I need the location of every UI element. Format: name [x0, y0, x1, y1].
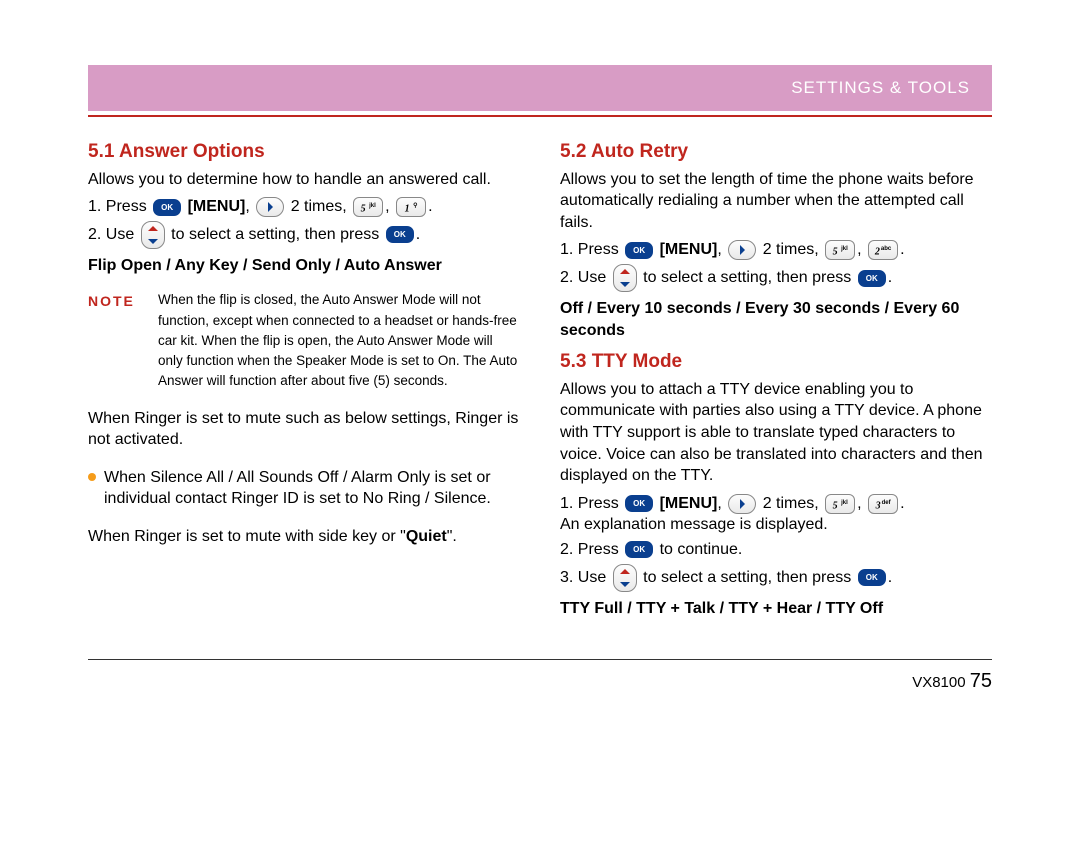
- right-arrow-key-icon: [728, 494, 756, 514]
- left-column: 5.1 Answer Options Allows you to determi…: [88, 131, 520, 625]
- key-3-icon: 3def: [868, 494, 898, 514]
- note-label: NOTE: [88, 290, 158, 311]
- note-text: When the flip is closed, the Auto Answer…: [158, 290, 520, 391]
- ok-key-icon: OK: [625, 541, 653, 558]
- menu-label: [MENU]: [188, 198, 246, 215]
- options-5-1: Flip Open / Any Key / Send Only / Auto A…: [88, 255, 520, 277]
- step-5-1-1: 1. Press OK [MENU], 2 times, 5 jkl, 1 ⚲.: [88, 196, 520, 218]
- ringer-para-1: When Ringer is set to mute such as below…: [88, 408, 520, 451]
- step-5-3-3: 3. Use to select a setting, then press O…: [560, 564, 992, 592]
- menu-label: [MENU]: [660, 241, 718, 258]
- ok-key-icon: OK: [625, 242, 653, 259]
- page-number: 75: [970, 670, 992, 692]
- key-2-icon: 2abc: [868, 240, 898, 260]
- step-5-1-2: 2. Use to select a setting, then press O…: [88, 221, 520, 249]
- updown-key-icon: [141, 221, 165, 249]
- key-1-icon: 1 ⚲: [396, 197, 426, 217]
- heading-5-1: 5.1 Answer Options: [88, 139, 520, 165]
- step-5-3-2: 2. Press OK to continue.: [560, 539, 992, 561]
- ok-key-icon: OK: [153, 199, 181, 216]
- step-5-2-1: 1. Press OK [MENU], 2 times, 5 jkl, 2abc…: [560, 239, 992, 261]
- step-5-2-2: 2. Use to select a setting, then press O…: [560, 264, 992, 292]
- desc-5-3: Allows you to attach a TTY device enabli…: [560, 379, 992, 487]
- bullet-1: When Silence All / All Sounds Off / Alar…: [88, 467, 520, 510]
- desc-5-1: Allows you to determine how to handle an…: [88, 169, 520, 191]
- key-5-icon: 5 jkl: [353, 197, 383, 217]
- bullet-icon: [88, 473, 96, 481]
- right-arrow-key-icon: [256, 197, 284, 217]
- right-column: 5.2 Auto Retry Allows you to set the len…: [560, 131, 992, 625]
- page-footer: VX8100 75: [88, 660, 992, 693]
- key-5-icon: 5 jkl: [825, 494, 855, 514]
- menu-label: [MENU]: [660, 495, 718, 512]
- ok-key-icon: OK: [858, 569, 886, 586]
- header-title: SETTINGS & TOOLS: [791, 78, 970, 97]
- model-number: VX8100: [912, 674, 965, 691]
- heading-5-3: 5.3 TTY Mode: [560, 349, 992, 375]
- rule: [88, 115, 992, 117]
- step-5-3-1: 1. Press OK [MENU], 2 times, 5 jkl, 3def…: [560, 493, 992, 536]
- updown-key-icon: [613, 264, 637, 292]
- key-5-icon: 5 jkl: [825, 240, 855, 260]
- ok-key-icon: OK: [858, 270, 886, 287]
- manual-page: SETTINGS & TOOLS 5.1 Answer Options Allo…: [0, 0, 1080, 723]
- updown-key-icon: [613, 564, 637, 592]
- options-5-2: Off / Every 10 seconds / Every 30 second…: [560, 298, 992, 341]
- heading-5-2: 5.2 Auto Retry: [560, 139, 992, 165]
- ringer-para-2: When Ringer is set to mute with side key…: [88, 526, 520, 548]
- section-header: SETTINGS & TOOLS: [88, 65, 992, 111]
- content-columns: 5.1 Answer Options Allows you to determi…: [88, 131, 992, 625]
- desc-5-2: Allows you to set the length of time the…: [560, 169, 992, 234]
- right-arrow-key-icon: [728, 240, 756, 260]
- ok-key-icon: OK: [625, 495, 653, 512]
- bullet-text: When Silence All / All Sounds Off / Alar…: [104, 467, 520, 510]
- options-5-3: TTY Full / TTY + Talk / TTY + Hear / TTY…: [560, 598, 992, 620]
- note-block: NOTE When the flip is closed, the Auto A…: [88, 290, 520, 391]
- ok-key-icon: OK: [386, 226, 414, 243]
